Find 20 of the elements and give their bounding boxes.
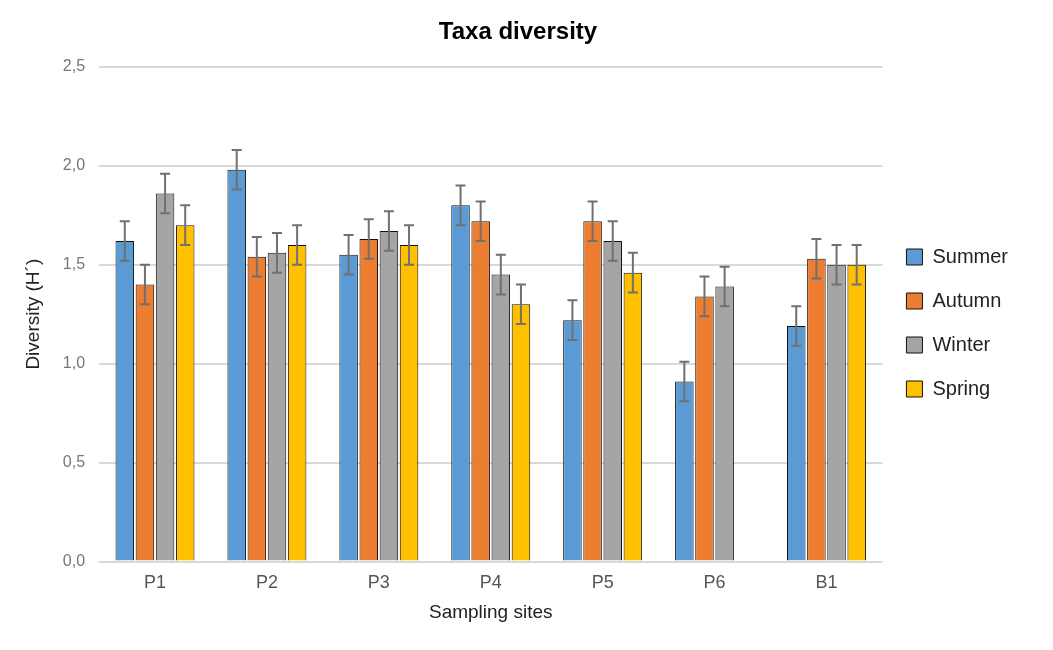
x-tick-label: P5	[591, 572, 614, 593]
legend-label: Autumn	[932, 288, 1002, 311]
x-axis-title: Sampling sites	[428, 600, 553, 622]
x-tick-label: B1	[815, 572, 838, 593]
y-tick-label: 0,5	[62, 453, 86, 471]
y-axis-title: Diversity (H´)	[21, 258, 43, 370]
y-tick-label: 0,0	[62, 552, 86, 570]
y-tick-label: 2,5	[62, 57, 86, 75]
chart-title: Taxa diversity	[438, 17, 598, 45]
x-tick-label: P1	[143, 572, 167, 593]
legend-label: Spring	[932, 376, 991, 399]
y-tick-label: 1,0	[62, 354, 86, 372]
x-tick-label: P2	[255, 572, 278, 593]
x-tick-label: P4	[479, 572, 502, 593]
x-tick-label: P3	[367, 572, 390, 593]
legend-label: Winter	[932, 332, 991, 355]
legend-label: Summer	[932, 244, 1009, 267]
y-tick-label: 1,5	[62, 255, 86, 273]
y-tick-label: 2,0	[62, 156, 86, 174]
x-tick-label: P6	[703, 572, 726, 593]
